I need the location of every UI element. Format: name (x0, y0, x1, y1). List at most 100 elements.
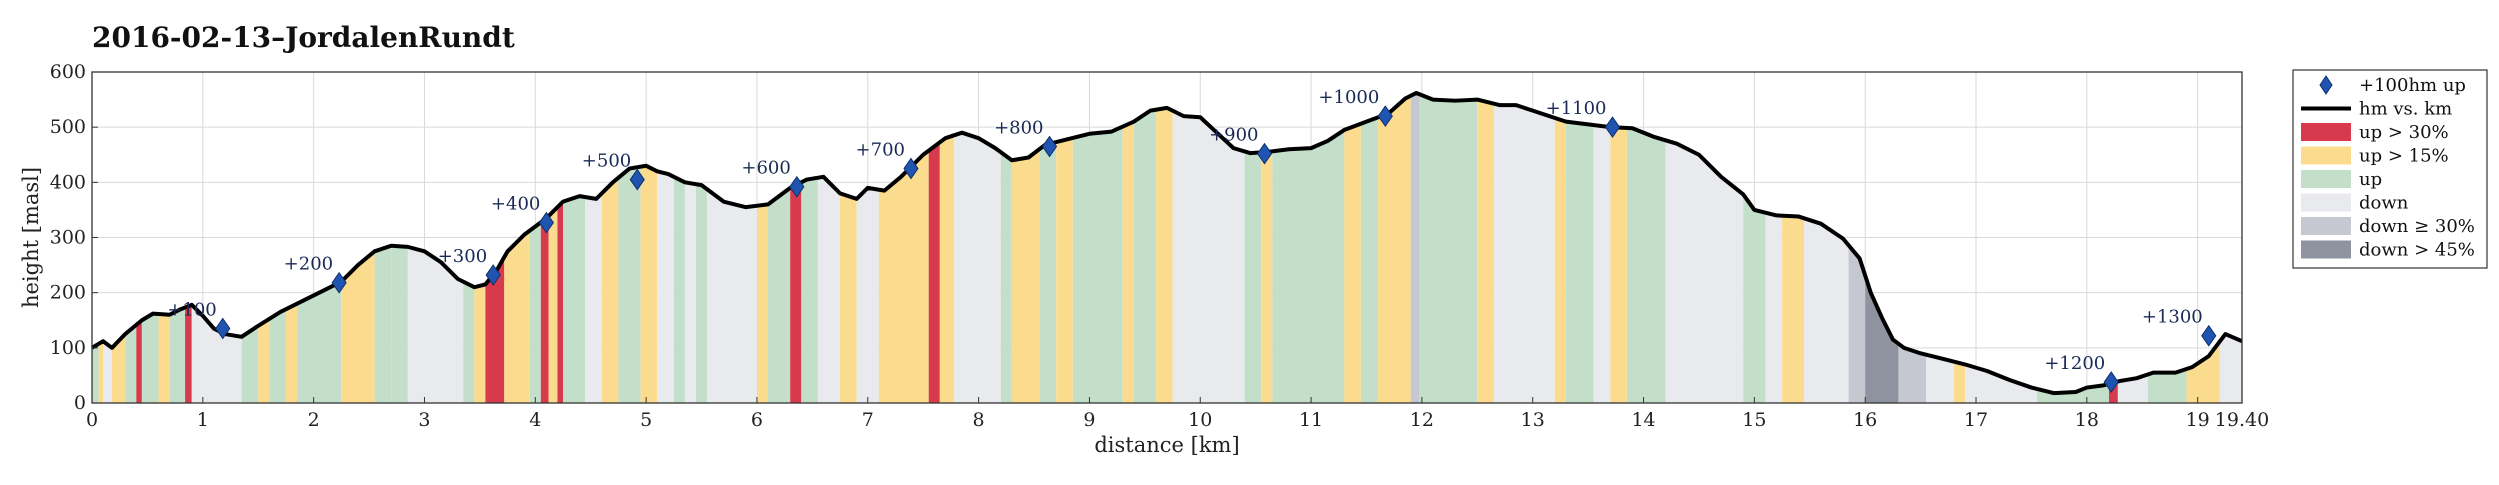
x-tick-label: 2 (308, 409, 320, 431)
hundred-meter-marker (1604, 116, 1621, 139)
hundred-meter-marker (2201, 324, 2217, 347)
slope-segment (939, 92, 955, 403)
slope-segment (640, 92, 658, 403)
elevation-line (90, 90, 2243, 396)
chart-title: 2016-02-13–JordalenRundt (92, 21, 515, 54)
hundred-meter-marker (331, 271, 347, 294)
slope-segment (1565, 92, 1594, 403)
slope-segment (1261, 92, 1273, 403)
hundred-meter-marker (1041, 135, 1058, 158)
hundred-meter-marker (789, 175, 805, 198)
legend-label: down (2359, 193, 2409, 214)
slope-segment (1493, 92, 1555, 403)
hundred-meter-marker (215, 317, 231, 340)
marker-label: +1100 (1546, 98, 1607, 119)
x-axis-ticks: 0 1 2 3 4 5 6 7 8 9 10 11 12 13 14 15 16 17 18 19 19.40 (86, 397, 2269, 431)
x-tick-label: 15 (1742, 409, 1766, 431)
x-tick-label: 7 (862, 409, 874, 431)
x-tick-label: 16 (1853, 409, 1877, 431)
slope-segment (1122, 92, 1134, 403)
legend-patch-swatch (2301, 217, 2351, 235)
legend-label: down > 45% (2359, 240, 2475, 261)
x-tick-label: 1 (197, 409, 209, 431)
y-tick-label: 500 (50, 116, 86, 138)
slope-segment (585, 92, 602, 403)
slope-segment (673, 92, 685, 403)
marker-label: +1000 (1318, 87, 1379, 108)
x-tick-label: 13 (1521, 409, 1545, 431)
slope-segment (1804, 92, 1832, 403)
slope-segment (601, 92, 619, 403)
x-tick-label: 11 (1299, 409, 1323, 431)
slope-segment (529, 92, 541, 403)
slope-segment (618, 92, 641, 403)
slope-segment (1155, 92, 1173, 403)
slope-segment (1377, 92, 1411, 403)
y-tick-label: 100 (50, 337, 86, 359)
legend-label: +100hm up (2359, 75, 2466, 96)
slope-segment (707, 92, 757, 403)
y-tick-label: 400 (50, 171, 86, 193)
marker-label: +900 (1209, 125, 1258, 146)
hundred-meter-marker (1377, 105, 1393, 128)
slope-segment (657, 92, 674, 403)
marker-label: +300 (438, 246, 487, 267)
slope-segment (1244, 92, 1262, 403)
slope-segment (817, 92, 841, 403)
slope-segment (1000, 92, 1012, 403)
x-tick-label: 18 (2075, 409, 2099, 431)
slope-segment (1554, 92, 1566, 403)
slope-segment (695, 92, 708, 403)
slope-segment (1626, 92, 1666, 403)
slope-segment (1272, 92, 1300, 403)
x-tick-label: 4 (529, 409, 541, 431)
marker-label: +600 (741, 158, 790, 179)
legend-label: down ≥ 30% (2359, 216, 2475, 237)
slope-segment (1665, 92, 1744, 403)
legend-patch-swatch (2301, 240, 2351, 259)
slope-segment (1133, 92, 1156, 403)
slope-segment (790, 92, 802, 403)
plot-area: +100 +200 +300 +400 +500 +600 +700 +800 +900 +100… (50, 61, 2269, 431)
x-tick-label: 8 (973, 409, 985, 431)
x-tick-label: 10 (1188, 409, 1212, 431)
x-tick-label: 14 (1631, 409, 1655, 431)
y-tick-label: 200 (50, 282, 86, 304)
slope-segment (1039, 92, 1057, 403)
marker-label: +500 (582, 151, 631, 172)
hundred-meter-marker (2103, 371, 2119, 393)
hundred-meter-marker (629, 168, 645, 191)
slope-segment (1172, 92, 1245, 403)
hundred-meter-marker (538, 211, 554, 234)
legend-patch-swatch (2301, 146, 2351, 165)
x-tick-label: 6 (751, 409, 763, 431)
hundred-meter-marker (1256, 142, 1273, 165)
slope-segment (756, 92, 769, 403)
x-tick-label: 19 (2186, 409, 2210, 431)
marker-label: +700 (856, 140, 905, 161)
y-tick-label: 300 (50, 227, 86, 249)
slope-segment (1344, 92, 1361, 403)
x-tick-label: 3 (418, 409, 430, 431)
slope-segment (801, 92, 818, 403)
legend-label: up > 15% (2359, 146, 2449, 167)
slope-segment (878, 92, 929, 403)
slope-segment (1072, 92, 1123, 403)
x-tick-label: 5 (640, 409, 652, 431)
slope-segment (684, 92, 696, 403)
slope-segment (1477, 92, 1494, 403)
slope-segment (1765, 92, 1783, 403)
hundred-meter-marker (903, 157, 919, 180)
slope-segment (840, 92, 857, 403)
slope-segment (1299, 92, 1345, 403)
x-axis-label: distance [km] (1094, 433, 1239, 457)
slope-segment (1610, 92, 1627, 403)
marker-label: +200 (284, 254, 333, 275)
slope-segment (1056, 92, 1073, 403)
y-tick-label: 0 (74, 392, 86, 414)
slope-segment (1410, 92, 1420, 403)
legend-label: hm vs. km (2359, 99, 2452, 120)
marker-label: +100 (167, 300, 216, 321)
